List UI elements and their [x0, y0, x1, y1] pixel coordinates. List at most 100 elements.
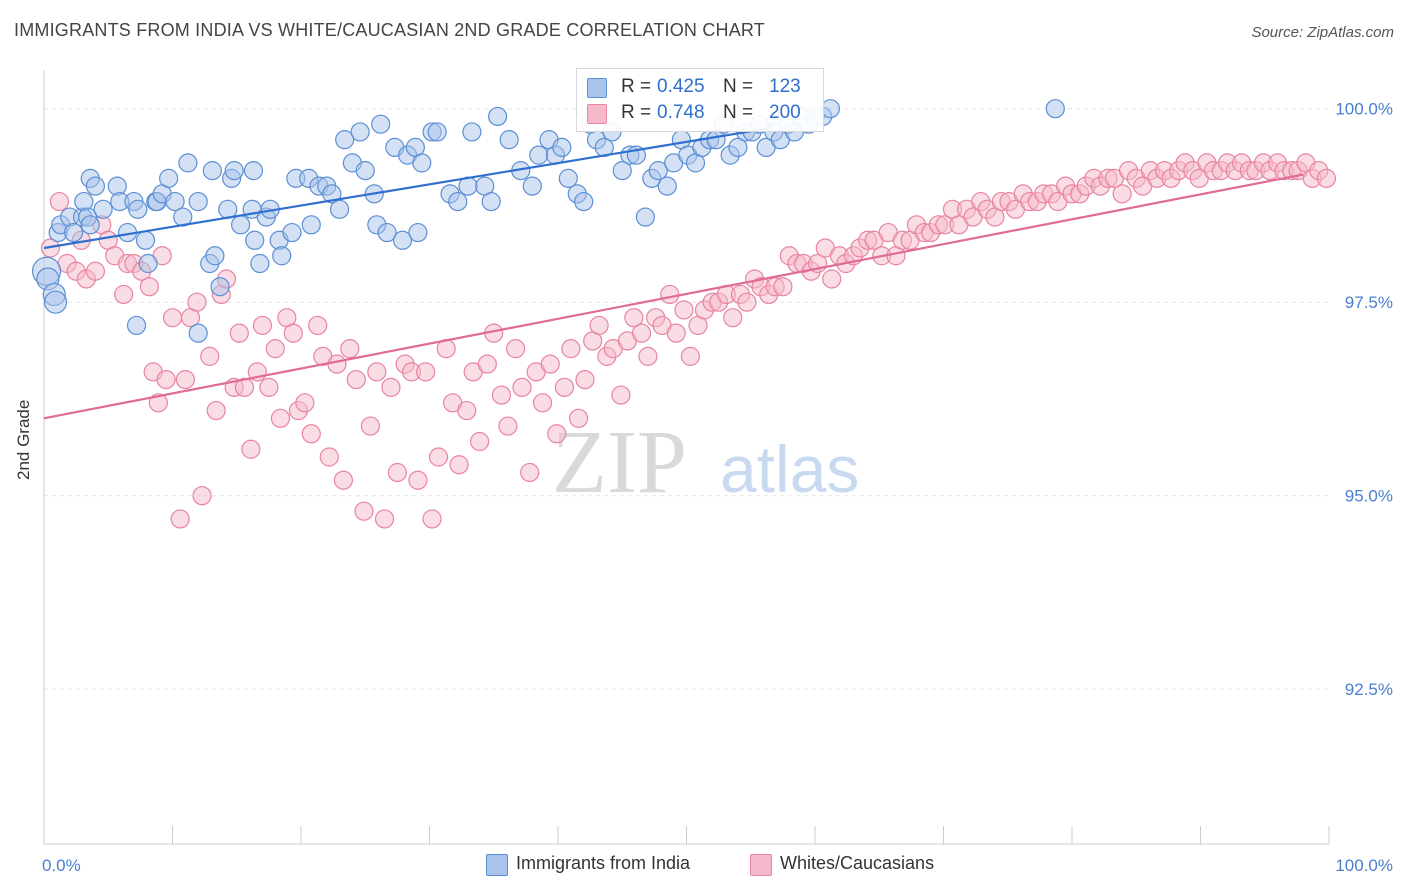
data-point — [114, 284, 134, 305]
legend-n-value: 200 — [769, 102, 801, 123]
data-point — [381, 377, 401, 397]
data-point — [210, 277, 230, 297]
data-point — [554, 377, 575, 397]
data-point — [354, 501, 374, 521]
tick-labels: 92.5% 95.0% 97.5% 100.0% 0.0% 100.0% — [42, 100, 1393, 875]
data-point — [422, 509, 442, 529]
data-point — [250, 253, 270, 274]
data-point — [449, 455, 469, 475]
data-point — [243, 161, 264, 181]
data-point — [666, 323, 686, 343]
grid-lines — [44, 108, 1329, 690]
data-point — [85, 261, 106, 281]
data-point — [128, 199, 148, 219]
data-point — [680, 346, 700, 366]
data-point — [350, 122, 370, 142]
chart-title: IMMIGRANTS FROM INDIA VS WHITE/CAUCASIAN… — [14, 20, 766, 40]
data-point — [231, 215, 251, 235]
legend-n-label: N = — [723, 76, 754, 97]
data-point — [175, 370, 195, 390]
data-point — [202, 161, 222, 181]
data-point — [558, 168, 578, 188]
data-point — [1316, 168, 1337, 188]
legend-r-value: 0.425 — [657, 76, 705, 97]
watermark-atlas: atlas — [720, 432, 859, 506]
data-point — [283, 323, 303, 343]
data-point — [674, 300, 694, 320]
data-point — [408, 222, 428, 243]
whites-caucasians-points — [40, 153, 1337, 529]
data-point — [162, 308, 183, 328]
data-point — [367, 362, 387, 382]
data-point — [241, 439, 261, 459]
data-point — [568, 408, 589, 428]
data-point — [462, 122, 482, 142]
data-point — [205, 246, 225, 266]
data-point — [188, 191, 208, 212]
data-point — [200, 346, 220, 366]
bottom-legend-swatch-pink — [750, 854, 772, 876]
data-point — [206, 400, 226, 421]
data-point — [547, 424, 567, 444]
data-point — [346, 370, 366, 390]
data-point — [638, 346, 658, 366]
data-point — [139, 277, 159, 297]
data-point — [491, 385, 512, 405]
data-point — [481, 191, 501, 212]
legend-n-label: N = — [723, 102, 754, 123]
data-point — [360, 416, 380, 436]
data-point — [245, 230, 265, 250]
data-point — [448, 191, 468, 212]
legend-swatch-pink — [587, 104, 607, 124]
legend-n-value: 123 — [769, 76, 801, 97]
data-point — [295, 393, 315, 413]
data-point — [265, 339, 285, 359]
data-point — [457, 400, 477, 421]
source-credit: Source: ZipAtlas.com — [1251, 24, 1394, 41]
data-point — [522, 176, 542, 196]
data-point — [728, 137, 748, 157]
data-point — [612, 161, 632, 181]
x-tick-label-end: 100.0% — [1335, 856, 1393, 875]
data-point — [723, 308, 743, 328]
axes — [43, 70, 1330, 845]
data-point — [377, 222, 397, 243]
data-point — [624, 308, 644, 328]
data-point — [156, 370, 176, 390]
data-point — [187, 292, 207, 312]
data-point — [520, 462, 540, 483]
data-point — [85, 176, 106, 196]
data-point — [529, 145, 549, 165]
data-point — [126, 315, 147, 336]
data-point — [301, 424, 321, 444]
data-point — [63, 222, 84, 243]
data-point — [188, 323, 208, 343]
data-point — [371, 114, 391, 134]
data-point — [1112, 184, 1132, 204]
data-point — [178, 153, 198, 173]
data-point — [408, 470, 428, 490]
data-point — [308, 315, 328, 336]
data-point — [561, 339, 581, 359]
data-point — [470, 431, 490, 452]
data-point — [374, 509, 395, 529]
data-point — [540, 354, 560, 374]
data-point — [229, 323, 249, 343]
y-tick-label: 100.0% — [1335, 100, 1393, 119]
data-point — [224, 161, 244, 181]
data-point — [428, 447, 449, 467]
legend-r-label: R = — [621, 76, 652, 97]
data-point — [282, 222, 302, 243]
data-point — [159, 168, 179, 188]
data-point — [631, 323, 652, 343]
data-point — [574, 191, 594, 212]
data-point — [93, 199, 113, 219]
data-point — [49, 191, 70, 212]
data-point — [170, 509, 190, 529]
data-point — [477, 354, 497, 374]
data-point — [392, 230, 413, 250]
data-point — [319, 447, 339, 467]
data-point — [322, 184, 342, 204]
data-point — [340, 339, 360, 359]
data-point — [252, 315, 273, 336]
